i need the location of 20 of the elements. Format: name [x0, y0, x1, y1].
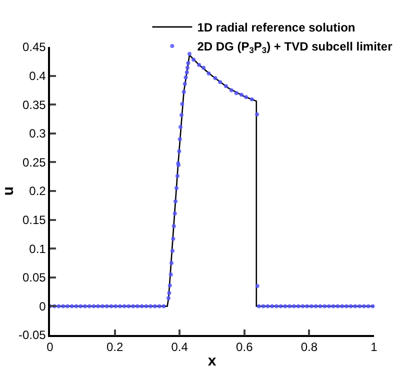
y-tick-label: 0.35 [22, 98, 46, 112]
y-tick-label: 0.3 [29, 126, 46, 141]
y-tick-label: 0 [39, 299, 46, 314]
y-tick-label: 0.2 [29, 184, 46, 198]
y-tick-label: -0.05 [18, 328, 46, 342]
x-tick-label: 0.4 [171, 340, 188, 354]
y-tick-label: 0.15 [22, 213, 46, 227]
x-axis-title: x [208, 352, 217, 370]
y-tick-label: 0.45 [22, 40, 46, 54]
x-tick-label: 0.2 [106, 340, 124, 354]
x-tick-label: 1 [370, 340, 378, 354]
legend-label: 2D DG (P$_{3}$P$_{3}$) + TVD subcell limiter [197, 40, 393, 56]
legend-label: 1D radial reference solution [197, 20, 356, 35]
y-tick-label: 0.25 [22, 155, 46, 170]
y-tick-label: 0.05 [22, 270, 46, 285]
y-tick-label: 0.1 [29, 242, 46, 256]
x-tick-label: 0.6 [236, 340, 254, 354]
x-tick-label: 0.8 [300, 340, 318, 354]
y-axis-title: u [0, 186, 17, 196]
y-tick-label: 0.4 [29, 69, 46, 83]
